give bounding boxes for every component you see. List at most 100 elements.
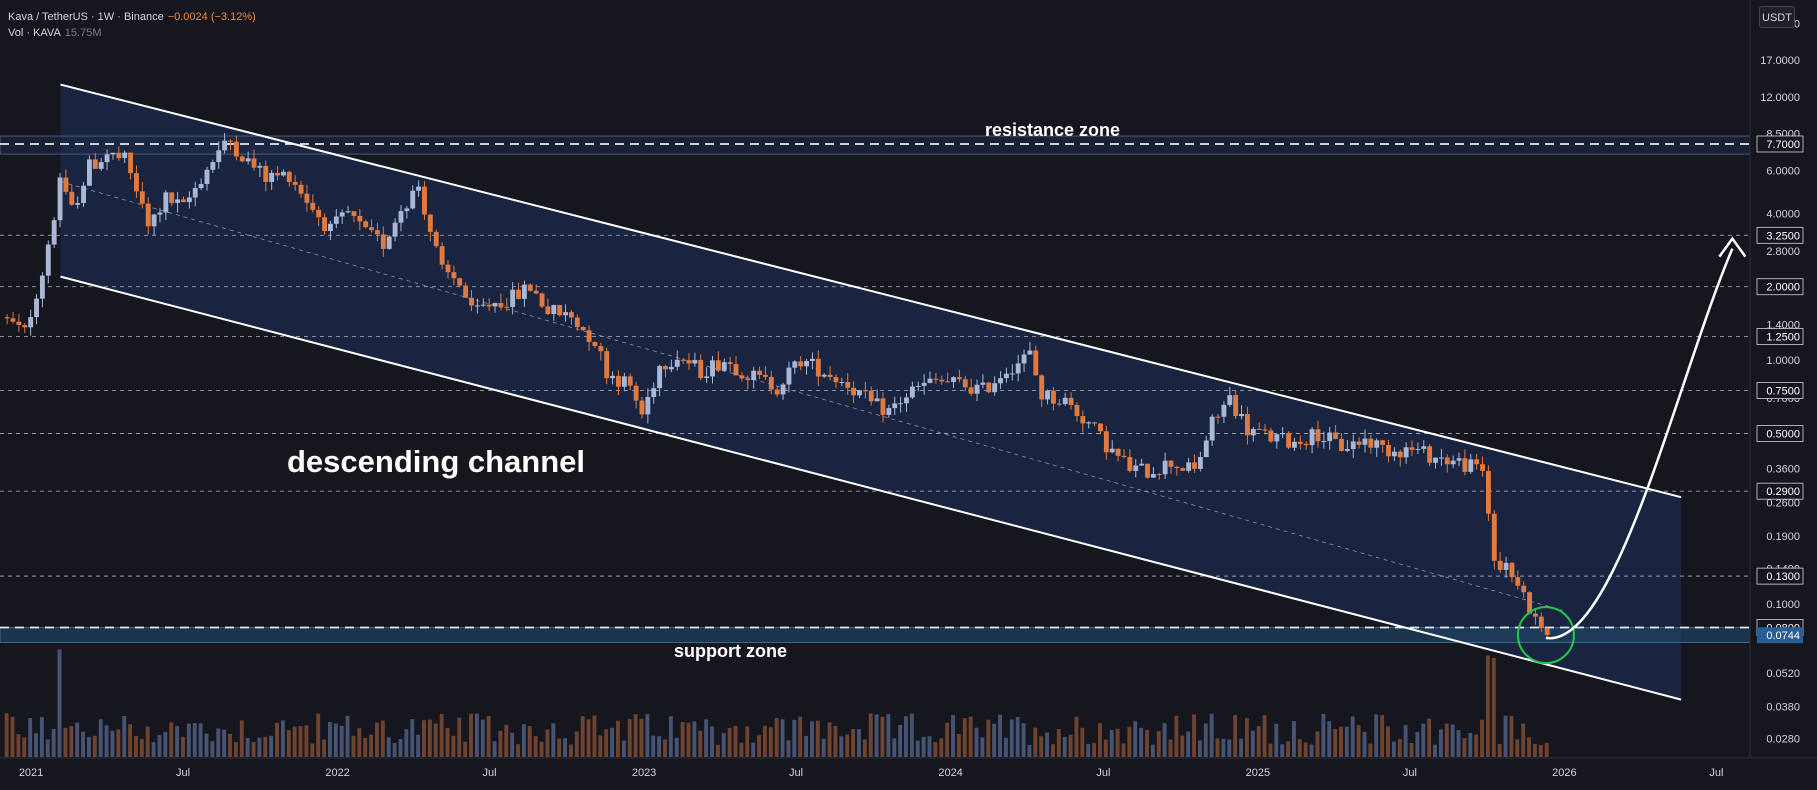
candle-body (1427, 446, 1433, 463)
candle-body (1145, 463, 1150, 478)
volume-bar (1215, 738, 1220, 757)
volume-bar (892, 738, 897, 757)
candle-body (551, 305, 557, 315)
candle-body (304, 193, 310, 203)
candle-body (222, 140, 228, 151)
candle-body (827, 374, 833, 377)
candle-body (116, 152, 122, 159)
candle-body (1168, 460, 1174, 467)
candle-body (1033, 350, 1039, 376)
candle-body (492, 303, 498, 307)
candle-body (527, 284, 533, 291)
candle-body (1350, 441, 1356, 450)
candle-body (727, 362, 733, 365)
volume-bar (1045, 732, 1050, 757)
volume-bar (810, 721, 814, 757)
volume-bar (645, 714, 650, 757)
candle-body (298, 184, 304, 194)
candle-body (1327, 432, 1333, 442)
symbol-title[interactable]: Kava / TetherUS · 1W · Binance (8, 11, 164, 23)
candle-body (375, 230, 380, 235)
volume-bar (22, 737, 27, 757)
candle-body (233, 141, 239, 157)
candle-body (16, 321, 22, 326)
volume-bar (192, 723, 197, 757)
price-tick-label: 6.0000 (1766, 165, 1800, 177)
candle-body (874, 398, 880, 402)
volume-bar (1109, 730, 1114, 757)
volume-bar (1180, 735, 1185, 757)
candle-body (1192, 462, 1197, 469)
volume-bar (104, 725, 109, 757)
candle-body (1456, 458, 1462, 461)
volume-bar (510, 732, 515, 757)
candle-body (1544, 628, 1550, 635)
last-price-box (1757, 627, 1803, 644)
volume-bar (580, 716, 585, 757)
volume-bar (163, 731, 168, 757)
legend-volume-row: Vol · KAVA 15.75M (8, 25, 256, 41)
channel-lower-line (60, 275, 1682, 701)
volume-bar (1474, 734, 1479, 757)
candle-body (1474, 459, 1480, 465)
volume-bar (610, 727, 615, 757)
volume-bar (1051, 744, 1055, 757)
candle-body (151, 214, 157, 227)
candle-body (886, 408, 892, 415)
volume-bar (904, 716, 908, 757)
volume-bar (1262, 715, 1267, 757)
volume-bar (39, 717, 44, 757)
volume-bar (92, 735, 97, 757)
volume-bar (704, 719, 709, 757)
volume-bar (1156, 731, 1161, 757)
volume-bar (310, 743, 315, 757)
volume-bar (1268, 743, 1273, 757)
volume-bar (827, 722, 832, 757)
volume-bar (1274, 723, 1279, 757)
volume-bar (956, 734, 961, 757)
resistance-zone-label: resistance zone (985, 120, 1121, 140)
candle-body (1180, 468, 1186, 471)
candle-body (651, 388, 657, 397)
candle-body (1368, 438, 1374, 448)
candle-body (1380, 440, 1386, 445)
volume-bar (1068, 734, 1073, 757)
volume-bar (1350, 716, 1355, 757)
candle-body (810, 358, 815, 362)
candle-body (257, 165, 263, 168)
candle-body (422, 186, 427, 215)
candle-body (1462, 458, 1468, 472)
volume-bar (263, 736, 268, 757)
candle-body (251, 158, 257, 168)
volume-bar (416, 734, 421, 757)
candle-body (692, 359, 698, 364)
volume-bar (63, 727, 68, 757)
volume-bar (1509, 716, 1514, 757)
volume-bar (1456, 730, 1461, 757)
candle-body (1491, 513, 1497, 561)
candle-body (239, 156, 245, 162)
volume-bar (1098, 723, 1102, 757)
candle-body (1092, 422, 1098, 424)
volume-bar (586, 719, 591, 757)
candle-body (1391, 451, 1397, 457)
candle-body (1497, 560, 1503, 570)
volume-bar (604, 729, 609, 757)
price-tick-label: 12.0000 (1760, 92, 1800, 104)
candle-body (1162, 460, 1168, 475)
candle-body (598, 346, 604, 352)
volume-bar (422, 720, 426, 757)
candle-body (1438, 457, 1444, 459)
candle-body (286, 171, 292, 182)
volume-label[interactable]: Vol · KAVA (8, 27, 61, 39)
volume-bar (128, 724, 133, 757)
candle-body (698, 359, 704, 379)
level-price-label: 0.7500 (1766, 386, 1800, 398)
volume-bar (316, 713, 321, 757)
volume-bar (181, 736, 185, 757)
currency-button[interactable]: USDT (1759, 6, 1795, 28)
volume-bar (768, 727, 773, 757)
volume-bar (1168, 739, 1173, 757)
volume-bar (157, 735, 162, 757)
